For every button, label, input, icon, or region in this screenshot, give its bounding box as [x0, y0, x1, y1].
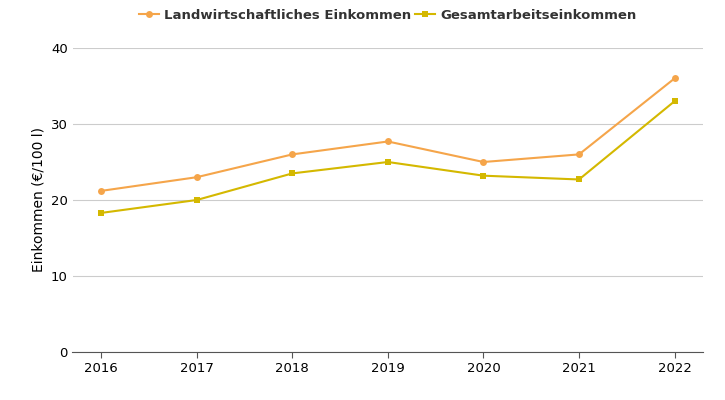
Gesamtarbeitseinkommen	[192, 198, 201, 202]
Y-axis label: Einkommen (€/100 l): Einkommen (€/100 l)	[31, 128, 45, 272]
Gesamtarbeitseinkommen	[288, 171, 297, 176]
Landwirtschaftliches Einkommen	[670, 76, 679, 81]
Landwirtschaftliches Einkommen	[97, 188, 106, 193]
Gesamtarbeitseinkommen	[479, 173, 488, 178]
Legend: Landwirtschaftliches Einkommen, Gesamtarbeitseinkommen: Landwirtschaftliches Einkommen, Gesamtar…	[139, 9, 637, 22]
Line: Landwirtschaftliches Einkommen: Landwirtschaftliches Einkommen	[98, 75, 678, 194]
Gesamtarbeitseinkommen	[575, 177, 584, 182]
Gesamtarbeitseinkommen	[384, 160, 392, 164]
Line: Gesamtarbeitseinkommen: Gesamtarbeitseinkommen	[98, 98, 678, 216]
Gesamtarbeitseinkommen	[97, 210, 106, 215]
Landwirtschaftliches Einkommen	[575, 152, 584, 157]
Landwirtschaftliches Einkommen	[384, 139, 392, 144]
Landwirtschaftliches Einkommen	[288, 152, 297, 157]
Landwirtschaftliches Einkommen	[479, 160, 488, 164]
Gesamtarbeitseinkommen	[670, 99, 679, 104]
Landwirtschaftliches Einkommen	[192, 175, 201, 180]
